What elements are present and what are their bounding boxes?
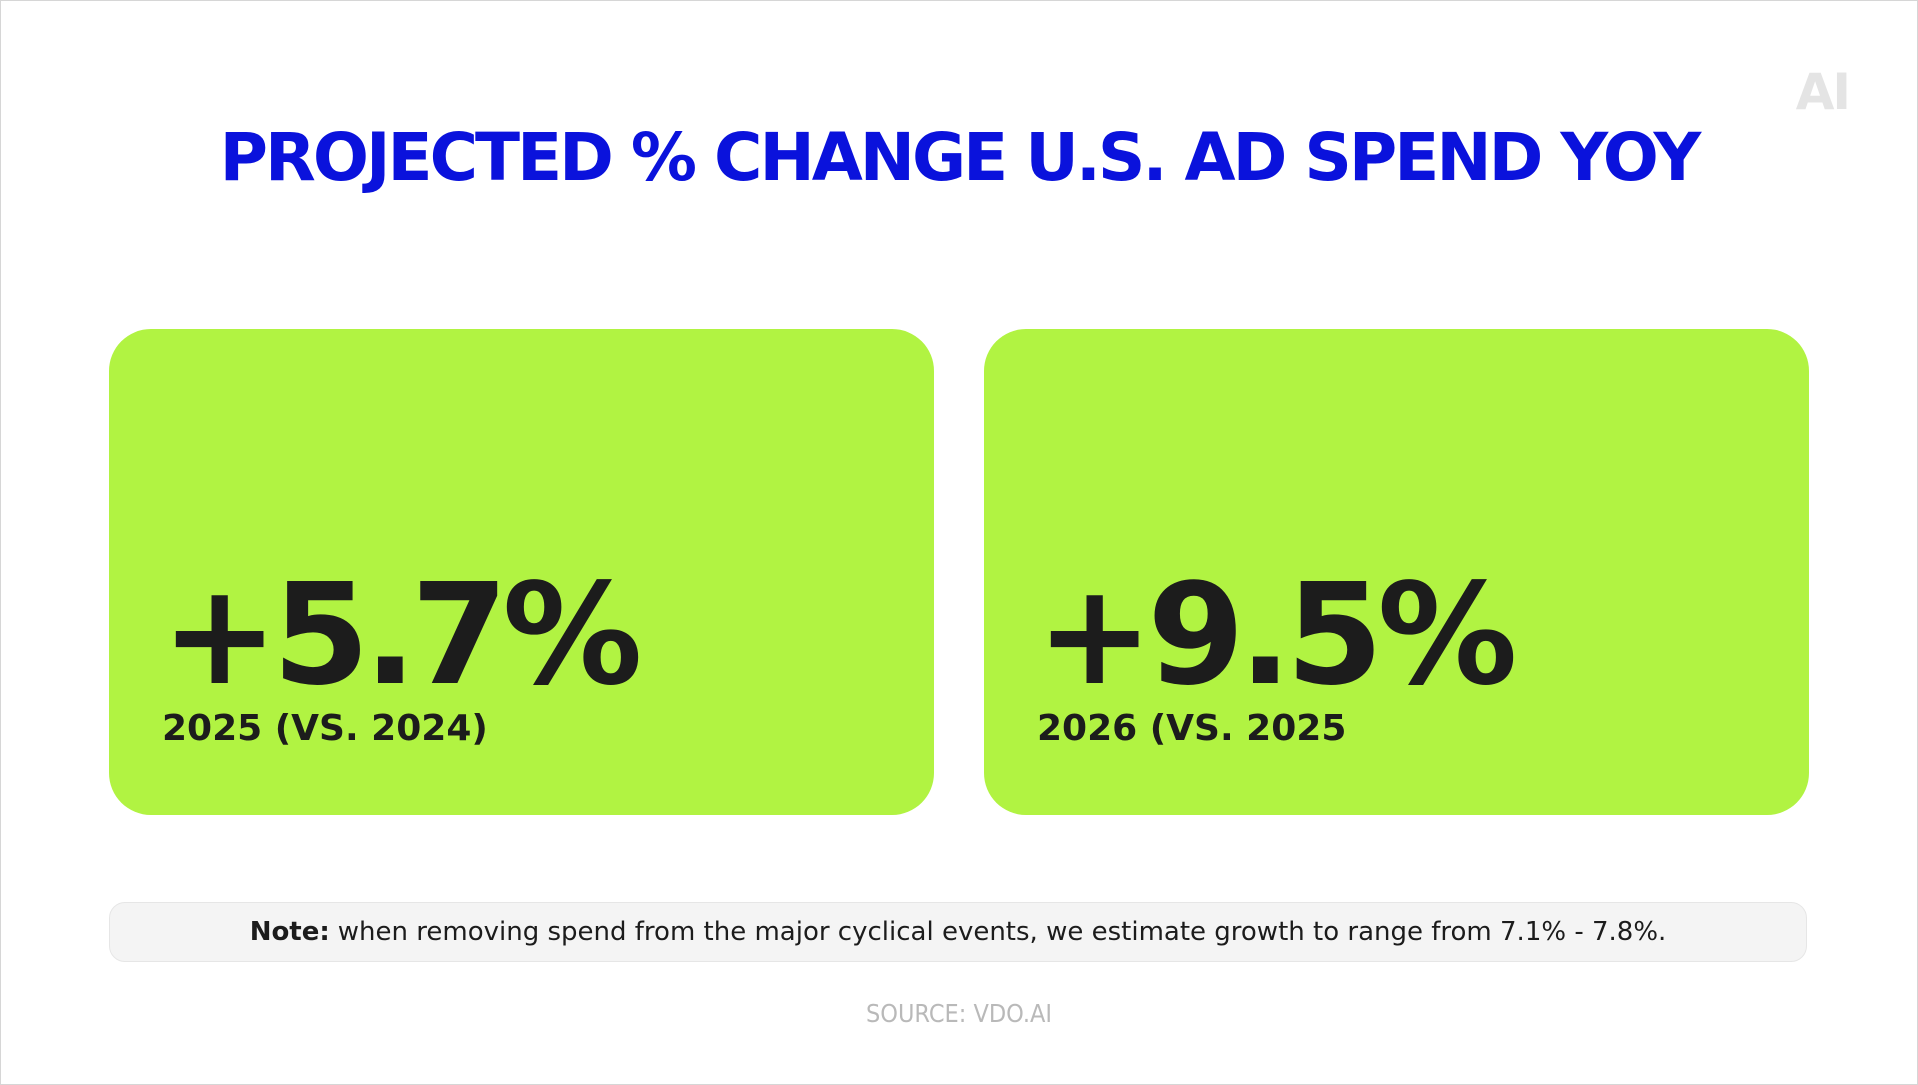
note-text: when removing spend from the major cycli… bbox=[337, 917, 1667, 947]
note-box: Note: when removing spend from the major… bbox=[109, 902, 1807, 962]
brand-logo: AI bbox=[1795, 63, 1851, 121]
source-caption: SOURCE: VDO.AI bbox=[865, 999, 1052, 1028]
stat-label: 2026 (VS. 2025 bbox=[1037, 708, 1347, 749]
stat-card-2026: +9.5% 2026 (VS. 2025 bbox=[984, 329, 1809, 815]
stat-label: 2025 (VS. 2024) bbox=[162, 708, 488, 749]
stat-value: +9.5% bbox=[1036, 554, 1518, 717]
stat-card-2025: +5.7% 2025 (VS. 2024) bbox=[109, 329, 934, 815]
stat-value: +5.7% bbox=[161, 554, 643, 717]
note-label: Note: bbox=[249, 917, 330, 947]
page-title: PROJECTED % CHANGE U.S. AD SPEND YOY bbox=[219, 119, 1702, 196]
